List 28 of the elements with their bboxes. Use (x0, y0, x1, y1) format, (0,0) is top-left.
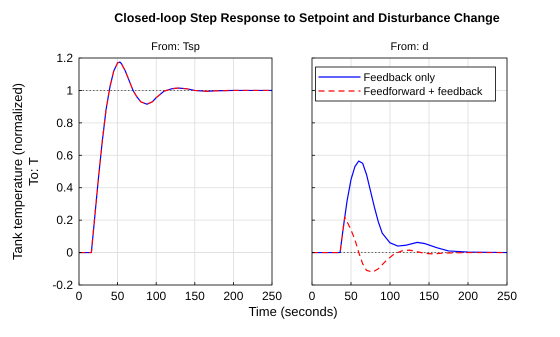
chart-subtitle: From: d (390, 41, 428, 53)
legend-label: Feedback only (364, 72, 436, 84)
chart-subtitle: From: Tsp (151, 41, 200, 53)
x-tick-label: 50 (110, 289, 125, 303)
x-tick-label: 0 (308, 289, 316, 303)
x-tick-label: 250 (496, 289, 518, 303)
y-tick-label: 1.2 (56, 51, 74, 65)
x-tick-label: 200 (223, 289, 244, 303)
y-tick-label: 0.8 (56, 116, 74, 130)
x-tick-label: 0 (76, 289, 83, 303)
y-tick-label: -0.2 (52, 278, 74, 292)
text: Closed-loop Step Response to Setpoint and Disturbance Change (114, 11, 500, 25)
legend-label: Feedforward + feedback (364, 86, 483, 98)
x-tick-label: 250 (262, 289, 282, 303)
x-tick-label: 200 (458, 289, 478, 303)
x-tick-label: 150 (418, 289, 440, 303)
x-tick-label: 150 (184, 289, 206, 303)
y-tick-label: 0.6 (56, 148, 74, 162)
y-tick-label: 1 (66, 83, 74, 98)
text: To: T (26, 157, 41, 186)
y-tick-label: 0 (66, 246, 74, 260)
x-tick-label: 50 (344, 289, 358, 303)
x-tick-label: 100 (380, 289, 400, 303)
y-tick-label: 0.4 (56, 180, 74, 195)
x-tick-label: 100 (146, 289, 167, 303)
y-axis-title: Tank temperature (normalized) (10, 82, 25, 260)
x-axis-title: Time (seconds) (248, 304, 338, 319)
y-tick-label: 0.2 (56, 213, 74, 228)
